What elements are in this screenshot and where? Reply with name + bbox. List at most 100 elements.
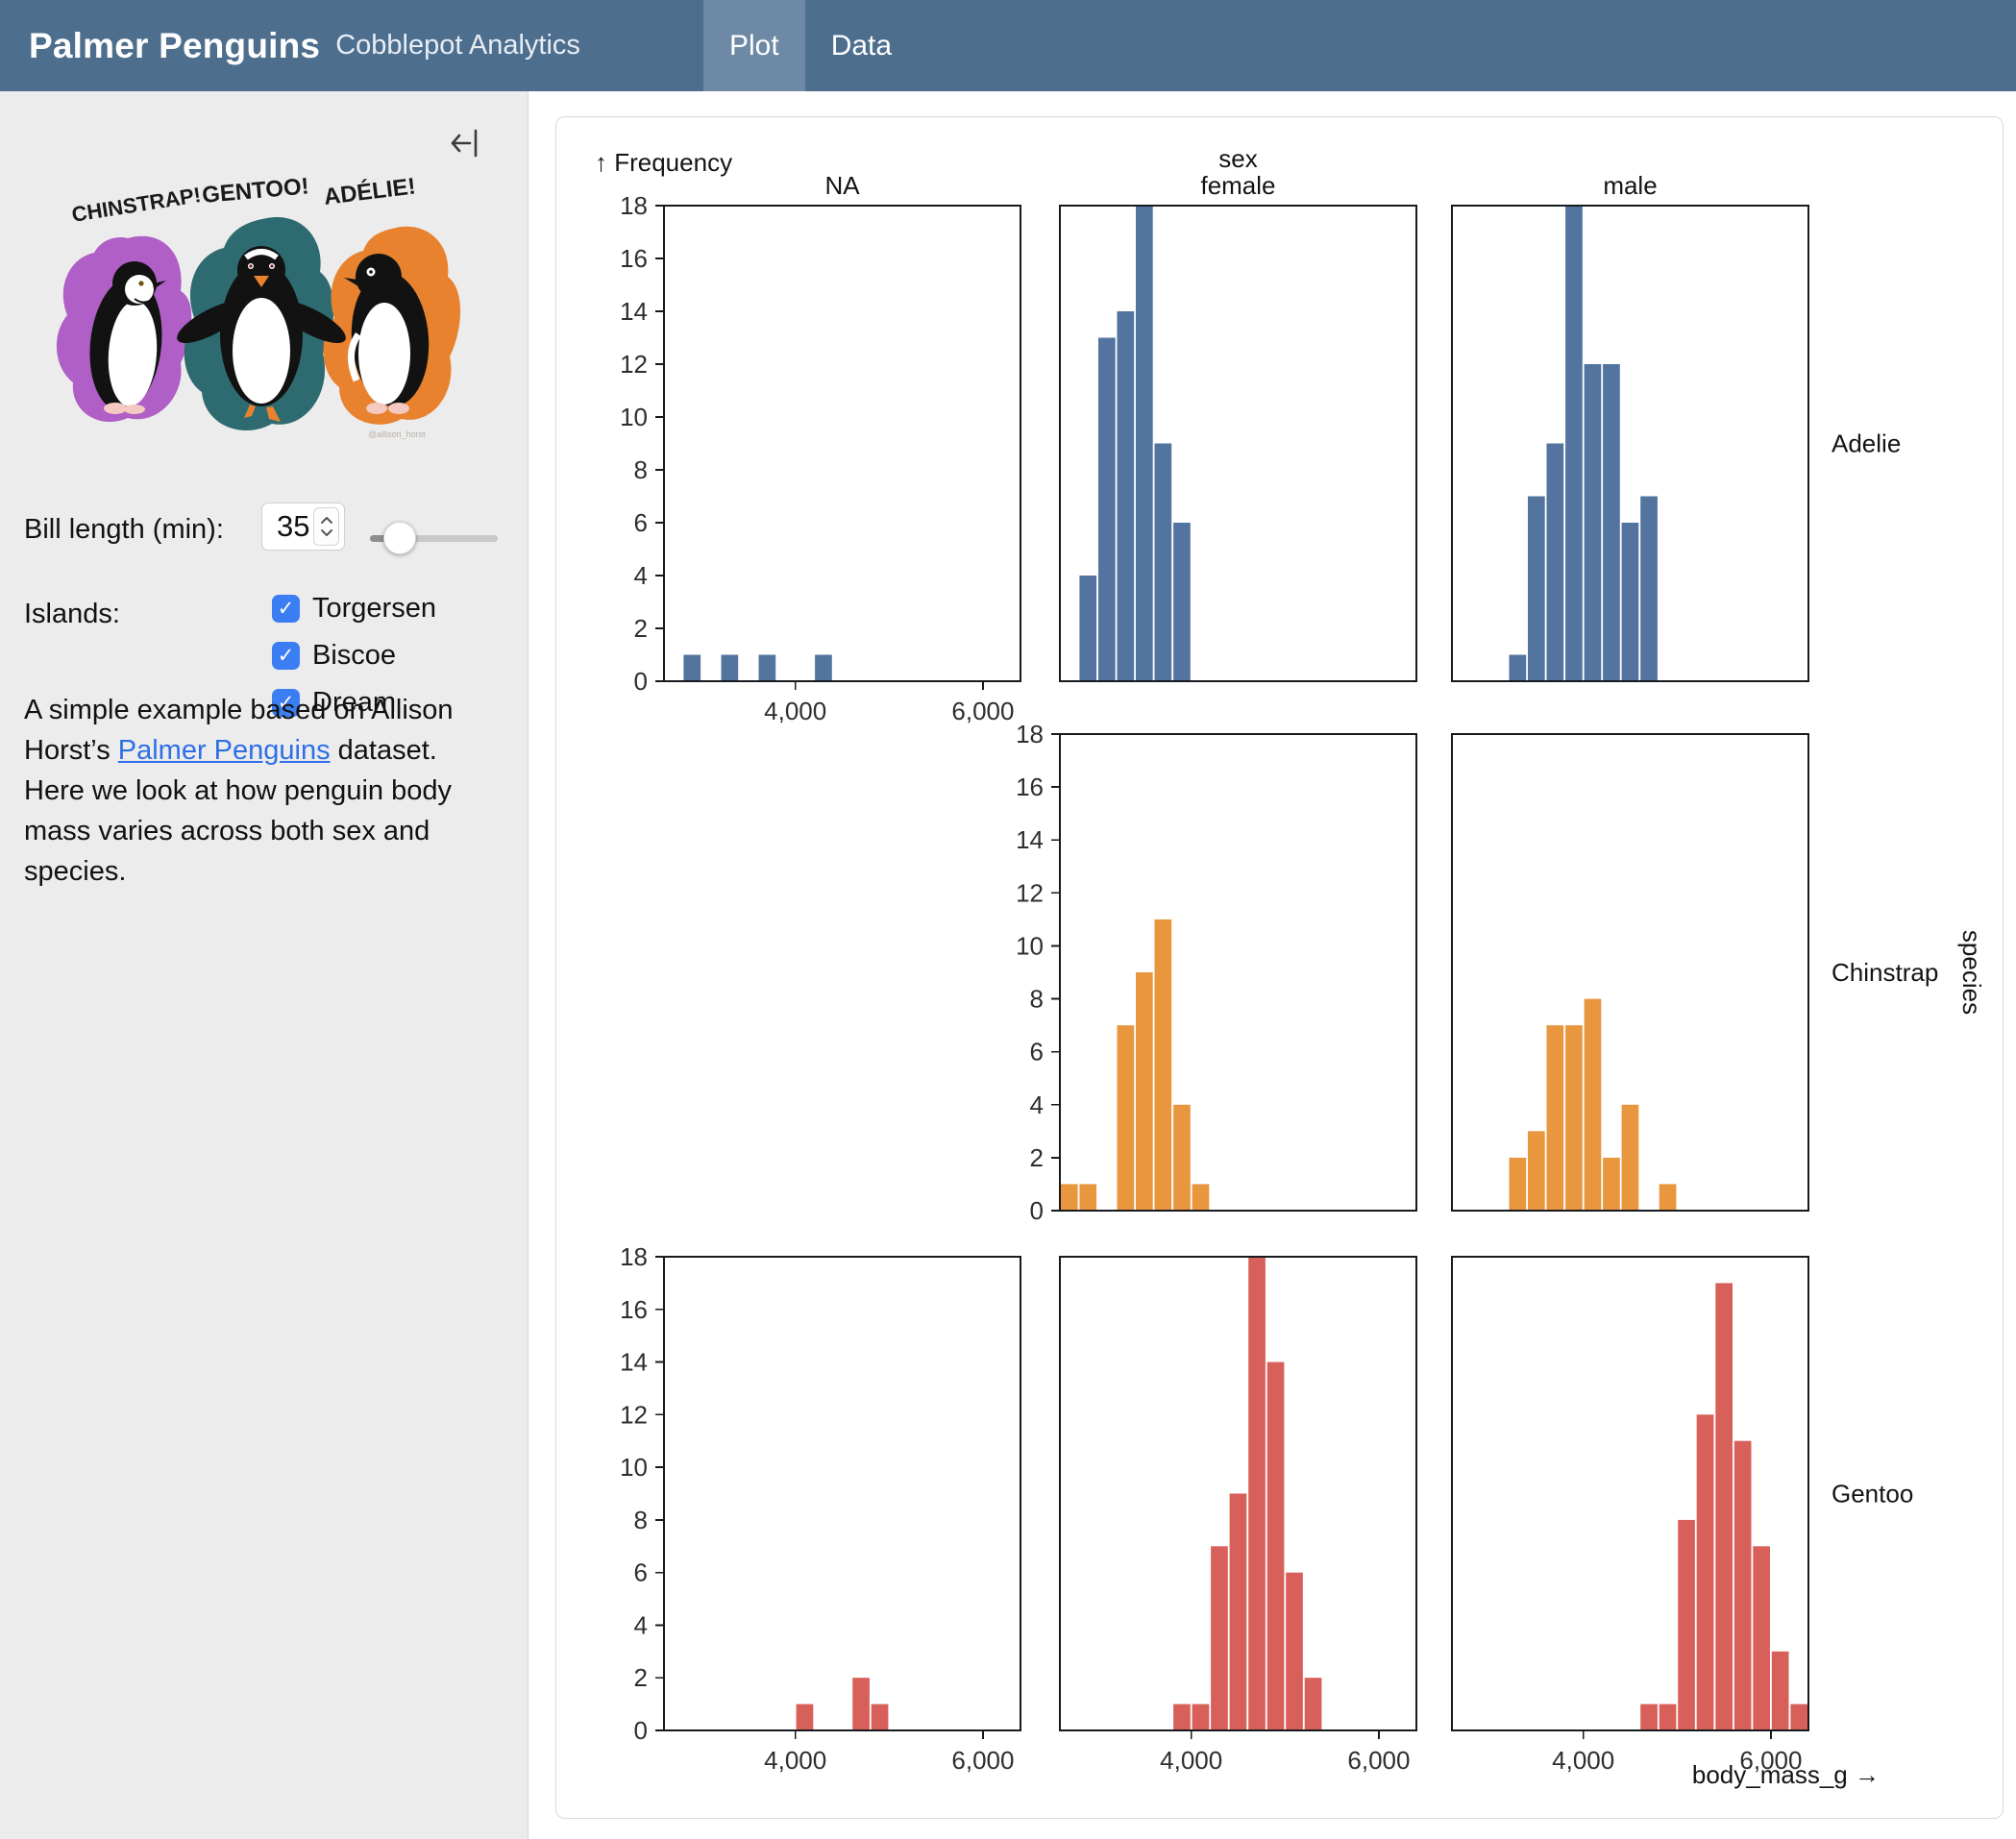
x-tick-label: 6,000 (1347, 1746, 1410, 1775)
histogram-bar (1192, 1704, 1210, 1730)
bill-length-input[interactable]: 35 (261, 503, 345, 551)
island-checkbox-biscoe[interactable]: ✓ Biscoe (272, 640, 436, 672)
y-tick-label: 12 (620, 1400, 648, 1429)
histogram-bar (1771, 1651, 1789, 1730)
histogram-bar (1715, 1283, 1733, 1730)
histogram-bar (1173, 1704, 1191, 1730)
histogram-bar (1546, 1025, 1564, 1211)
facet-gentoo-na (663, 1256, 1021, 1731)
facet-row-header-adelie: Adelie (1832, 429, 1901, 458)
x-axis: 4,000 6,000 (764, 681, 1014, 725)
histogram-bar (721, 654, 739, 681)
y-tick-label: 6 (1030, 1038, 1044, 1067)
bill-length-value: 35 (277, 509, 310, 543)
histogram-bar (1060, 1184, 1078, 1211)
gentoo-penguin (177, 246, 346, 422)
facet-adelie-male (1451, 205, 1809, 682)
y-tick-label: 10 (1016, 931, 1044, 960)
y-tick-label: 16 (620, 1295, 648, 1324)
slider-knob[interactable] (383, 522, 416, 554)
facet-adelie-na (663, 205, 1021, 682)
x-tick-label: 6,000 (951, 697, 1014, 725)
histogram-bar (1211, 1546, 1228, 1730)
y-axis: 0 2 4 6 8 10 12 14 16 18 (620, 191, 664, 696)
histogram-bar (1266, 1361, 1285, 1730)
checkbox-checked-icon: ✓ (272, 642, 300, 670)
y-tick-label: 12 (620, 350, 648, 379)
bill-length-stepper[interactable] (313, 507, 339, 546)
penguin-artwork: CHINSTRAP! GENTOO! ADÉLIE! @allison_hors… (27, 147, 498, 469)
histogram-bar (758, 654, 776, 681)
facet-frame (1059, 1256, 1417, 1731)
bill-length-label: Bill length (min): (24, 514, 224, 545)
y-tick-label: 10 (620, 1453, 648, 1482)
x-tick-label: 4,000 (764, 1746, 826, 1775)
y-tick-label: 10 (620, 403, 648, 431)
island-option-label: Biscoe (312, 640, 397, 671)
island-checkbox-dream[interactable]: ✓ Dream (272, 687, 436, 719)
y-tick-label: 14 (620, 1348, 648, 1377)
facet-col-header-female: female (1200, 171, 1275, 200)
y-tick-label: 12 (1016, 878, 1044, 907)
facet-frame (1451, 733, 1809, 1212)
histogram-bar (1584, 364, 1602, 681)
plot-card: 0 2 4 6 8 10 12 14 16 18 0 2 4 6 8 10 12 14 16 18 0 2 4 6 8 10 12 1… (555, 116, 2004, 1819)
x-tick-label: 4,000 (1160, 1746, 1222, 1775)
histogram-bar (1192, 1184, 1210, 1211)
histogram-bar (1640, 496, 1658, 681)
facet-frame (663, 205, 1021, 682)
y-tick-label: 0 (1030, 1196, 1044, 1225)
histogram-bar (1079, 1184, 1097, 1211)
histogram-bar (796, 1704, 814, 1730)
histogram-bar (815, 654, 832, 681)
app-subtitle: Cobblepot Analytics (335, 30, 580, 61)
y-tick-label: 8 (1030, 985, 1044, 1014)
y-tick-label: 8 (634, 1506, 648, 1534)
y-tick-label: 0 (634, 667, 648, 696)
facet-frame (1059, 205, 1417, 682)
sidebar-collapse-button[interactable] (446, 122, 488, 164)
histogram-bar (1621, 523, 1639, 681)
x-axis-title: body_mass_g → (1692, 1760, 1880, 1789)
facet-gentoo-male (1451, 1256, 1809, 1731)
stepper-up-icon (320, 517, 332, 524)
histogram-bar (1509, 1157, 1527, 1211)
facet-col-axis-title: sex (1218, 144, 1257, 173)
facet-chinstrap-female (1059, 733, 1417, 1212)
facet-frame (1451, 205, 1809, 682)
histogram-bar (1528, 1131, 1545, 1211)
tab-plot[interactable]: Plot (703, 0, 805, 91)
histogram-bar (1248, 1257, 1266, 1730)
description-after-link: dataset. Here we look at how penguin bod… (24, 735, 452, 887)
slider-track[interactable] (370, 535, 498, 542)
histogram-bar (1790, 1704, 1808, 1730)
facet-frame (663, 1256, 1021, 1731)
histogram-bar (1304, 1678, 1322, 1730)
histogram-bar (1117, 311, 1135, 681)
facet-col-header-male: male (1603, 171, 1657, 200)
histogram-bar (1136, 206, 1153, 681)
histogram-bar (1584, 998, 1602, 1211)
y-tick-label: 4 (634, 561, 648, 590)
x-axis: 4,000 6,000 (1160, 1730, 1410, 1775)
islands-checkbox-group: ✓ Torgersen ✓ Biscoe ✓ Dream (272, 593, 436, 719)
description-text: A simple example based on Allison Horst’… (24, 690, 468, 892)
histogram-bar (1546, 443, 1564, 681)
bill-length-control: Bill length (min): 35 (24, 503, 504, 554)
bill-length-slider[interactable] (370, 522, 498, 554)
y-tick-label: 4 (1030, 1091, 1044, 1119)
adelie-label: ADÉLIE! (322, 172, 417, 209)
island-checkbox-torgersen[interactable]: ✓ Torgersen (272, 593, 436, 625)
histogram-bar (1603, 364, 1620, 681)
histogram-bar (1696, 1414, 1714, 1730)
description-before-link: A simple example based on Allison Horst’… (24, 695, 454, 766)
x-tick-label: 4,000 (1552, 1746, 1614, 1775)
x-tick-label: 6,000 (951, 1746, 1014, 1775)
y-axis-title: ↑ Frequency (595, 148, 732, 177)
palmer-penguins-link[interactable]: Palmer Penguins (117, 735, 331, 766)
histogram-bar (1098, 337, 1116, 681)
tab-data[interactable]: Data (830, 29, 893, 61)
y-tick-label: 6 (634, 1558, 648, 1587)
facet-row-header-gentoo: Gentoo (1832, 1480, 1913, 1508)
histogram-bar (1621, 1104, 1639, 1211)
